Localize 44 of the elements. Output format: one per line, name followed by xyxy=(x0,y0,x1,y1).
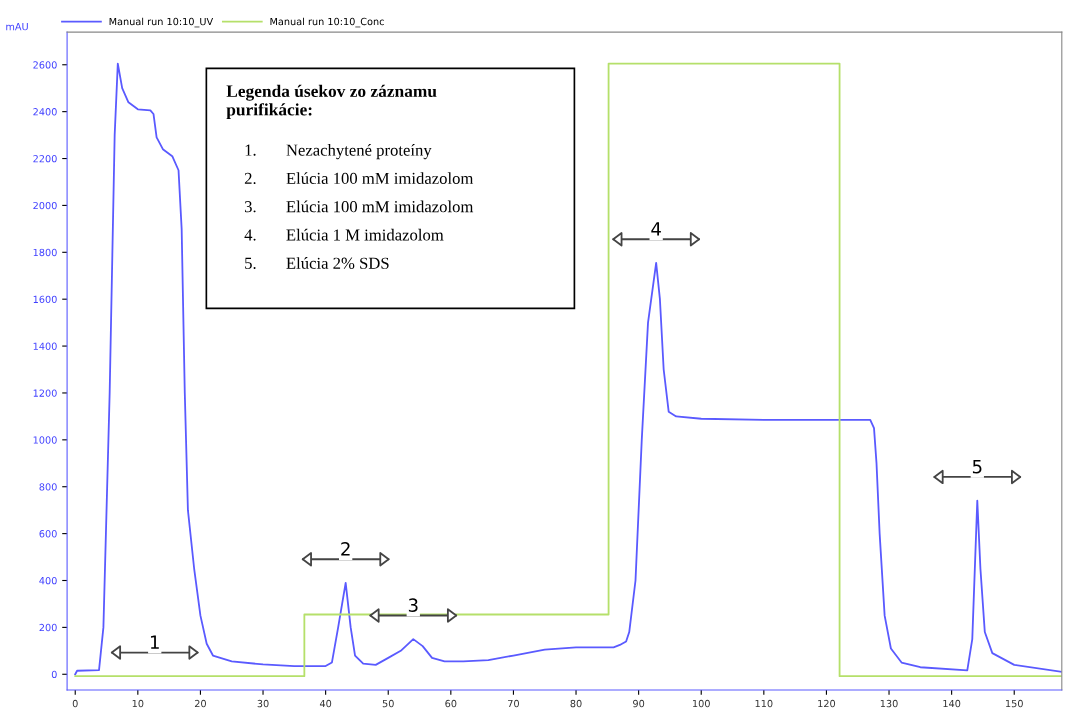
x-tick-label: 130 xyxy=(880,699,898,708)
x-tick-label: 70 xyxy=(508,699,519,708)
text: 1. Nezachytené proteíny xyxy=(245,144,432,160)
y-tick-label: 1200 xyxy=(33,389,57,397)
x-tick-label: 40 xyxy=(319,699,332,708)
y-tick-label: 800 xyxy=(39,483,57,491)
y-tick-label: 200 xyxy=(39,623,57,632)
text: 5. Elúcia 2% SDS xyxy=(245,257,389,269)
x-tick-label: 30 xyxy=(257,699,269,708)
y-tick-label: 2400 xyxy=(33,108,57,116)
y-tick-label: 1000 xyxy=(33,436,57,444)
y-tick-label: 1400 xyxy=(33,342,57,350)
x-tick-label: 90 xyxy=(633,699,645,708)
y-axis-title: mAU xyxy=(6,23,28,31)
x-tick-label: 0 xyxy=(72,699,78,708)
x-tick-label: 20 xyxy=(194,699,206,708)
x-tick-label: 150 xyxy=(1006,699,1023,708)
x-tick-label: 120 xyxy=(818,699,836,708)
annotation: 2 xyxy=(341,542,350,556)
y-tick-label: 2600 xyxy=(33,61,57,69)
x-tick-label: 50 xyxy=(382,699,394,708)
legend-label: Manual run 10:10_UV xyxy=(109,17,214,28)
annotation: 1 xyxy=(150,635,159,649)
x-tick-label: 80 xyxy=(570,699,582,708)
annotation: Legenda úsekov zo záznamu purifikácie: xyxy=(226,84,437,120)
y-tick-label: 600 xyxy=(39,530,57,538)
x-tick-label: 140 xyxy=(943,699,961,708)
x-tick-label: 10 xyxy=(132,699,144,708)
y-tick-label: 400 xyxy=(39,576,57,585)
y-tick-label: 1600 xyxy=(33,295,57,304)
y-tick-label: 2200 xyxy=(33,155,57,163)
annotation: 3 xyxy=(408,598,418,612)
x-tick-label: 100 xyxy=(693,699,710,708)
annotation: 4 xyxy=(651,222,661,236)
x-tick-label: 60 xyxy=(445,699,457,708)
legend-label: Manual run 10:10_Conc xyxy=(270,17,384,28)
annotation: 5 xyxy=(972,460,982,474)
x-tick-label: 110 xyxy=(755,699,773,708)
text: 4. Elúcia 1 M imidazolom xyxy=(244,228,444,241)
text: 2. Elúcia 100 mM imidazolom xyxy=(244,172,474,185)
y-tick-label: 1800 xyxy=(33,248,57,257)
y-tick-label: 2000 xyxy=(33,201,57,210)
y-tick-label: 0 xyxy=(51,670,57,679)
text: 3. Elúcia 100 mM imidazolom xyxy=(244,200,474,213)
